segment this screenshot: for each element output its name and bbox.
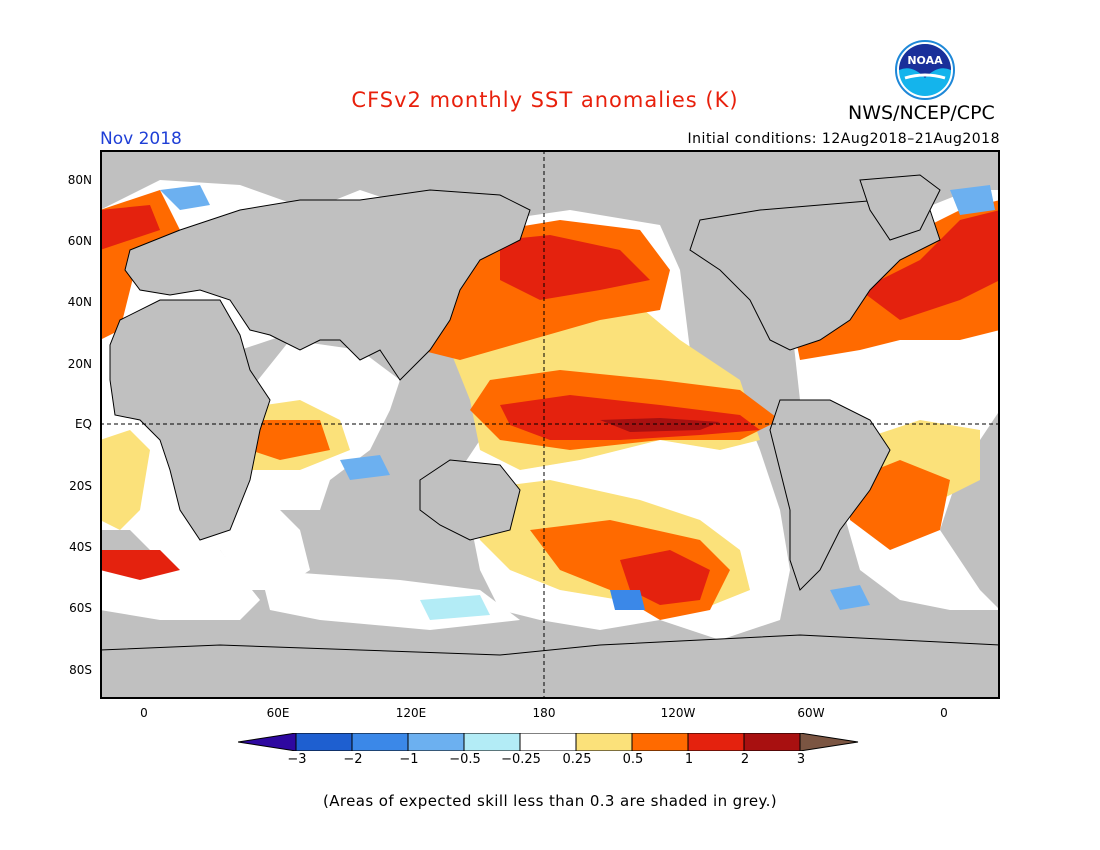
colorbar-triangle-low <box>238 733 297 751</box>
colorbar-label: −1 <box>399 752 419 767</box>
map-title: CFSv2 monthly SST anomalies (K) <box>351 88 739 112</box>
continents <box>100 174 1000 699</box>
lat-label-60s: 60S <box>69 601 92 615</box>
colorbar-label: 1 <box>684 752 694 767</box>
colorbar-box <box>463 733 521 751</box>
noaa-logo: NOAA <box>895 40 955 100</box>
lat-label-80n: 80N <box>67 173 92 187</box>
colorbar-box <box>295 733 353 751</box>
colorbar-label: −0.25 <box>501 752 541 767</box>
map-border <box>100 150 1000 699</box>
lat-label-80s: 80S <box>69 663 92 677</box>
colorbar-label: −2 <box>343 752 363 767</box>
lat-label-40s: 40S <box>69 540 92 554</box>
colorbar-triangle-high <box>799 733 859 751</box>
lon-label-120w: 120W <box>660 706 696 720</box>
sst-anomaly-map <box>100 150 1000 699</box>
colorbar-label: 2 <box>740 752 750 767</box>
colorbar <box>238 733 859 751</box>
lon-label-0-east: 0 <box>940 706 948 720</box>
colorbar-box <box>407 733 465 751</box>
colorbar-box <box>519 733 577 751</box>
agency-label: NWS/NCEP/CPC <box>848 102 995 124</box>
colorbar-box <box>575 733 633 751</box>
colorbar-box <box>351 733 409 751</box>
lon-label-60e: 60E <box>266 706 290 720</box>
colorbar-box <box>743 733 801 751</box>
lat-label-40n: 40N <box>67 295 92 309</box>
colorbar-label: −0.5 <box>449 752 481 767</box>
skill-footnote: (Areas of expected skill less than 0.3 a… <box>322 792 778 810</box>
lat-label-20s: 20S <box>69 479 92 493</box>
colorbar-box <box>631 733 689 751</box>
colorbar-label: 0.5 <box>622 752 644 767</box>
lon-label-120e: 120E <box>395 706 427 720</box>
svg-text:NOAA: NOAA <box>907 54 943 67</box>
lon-label-180: 180 <box>532 706 556 720</box>
lat-label-20n: 20N <box>67 357 92 371</box>
lon-label-60w: 60W <box>797 706 825 720</box>
colorbar-label: 0.25 <box>562 752 592 767</box>
colorbar-label: −3 <box>287 752 307 767</box>
lon-label-0: 0 <box>140 706 148 720</box>
colorbar-box <box>687 733 745 751</box>
initial-conditions: Initial conditions: 12Aug2018–21Aug2018 <box>687 131 1000 147</box>
colorbar-label: 3 <box>796 752 806 767</box>
forecast-month: Nov 2018 <box>100 129 182 149</box>
lat-label-60n: 60N <box>67 234 92 248</box>
lat-label-eq: EQ <box>74 417 92 431</box>
